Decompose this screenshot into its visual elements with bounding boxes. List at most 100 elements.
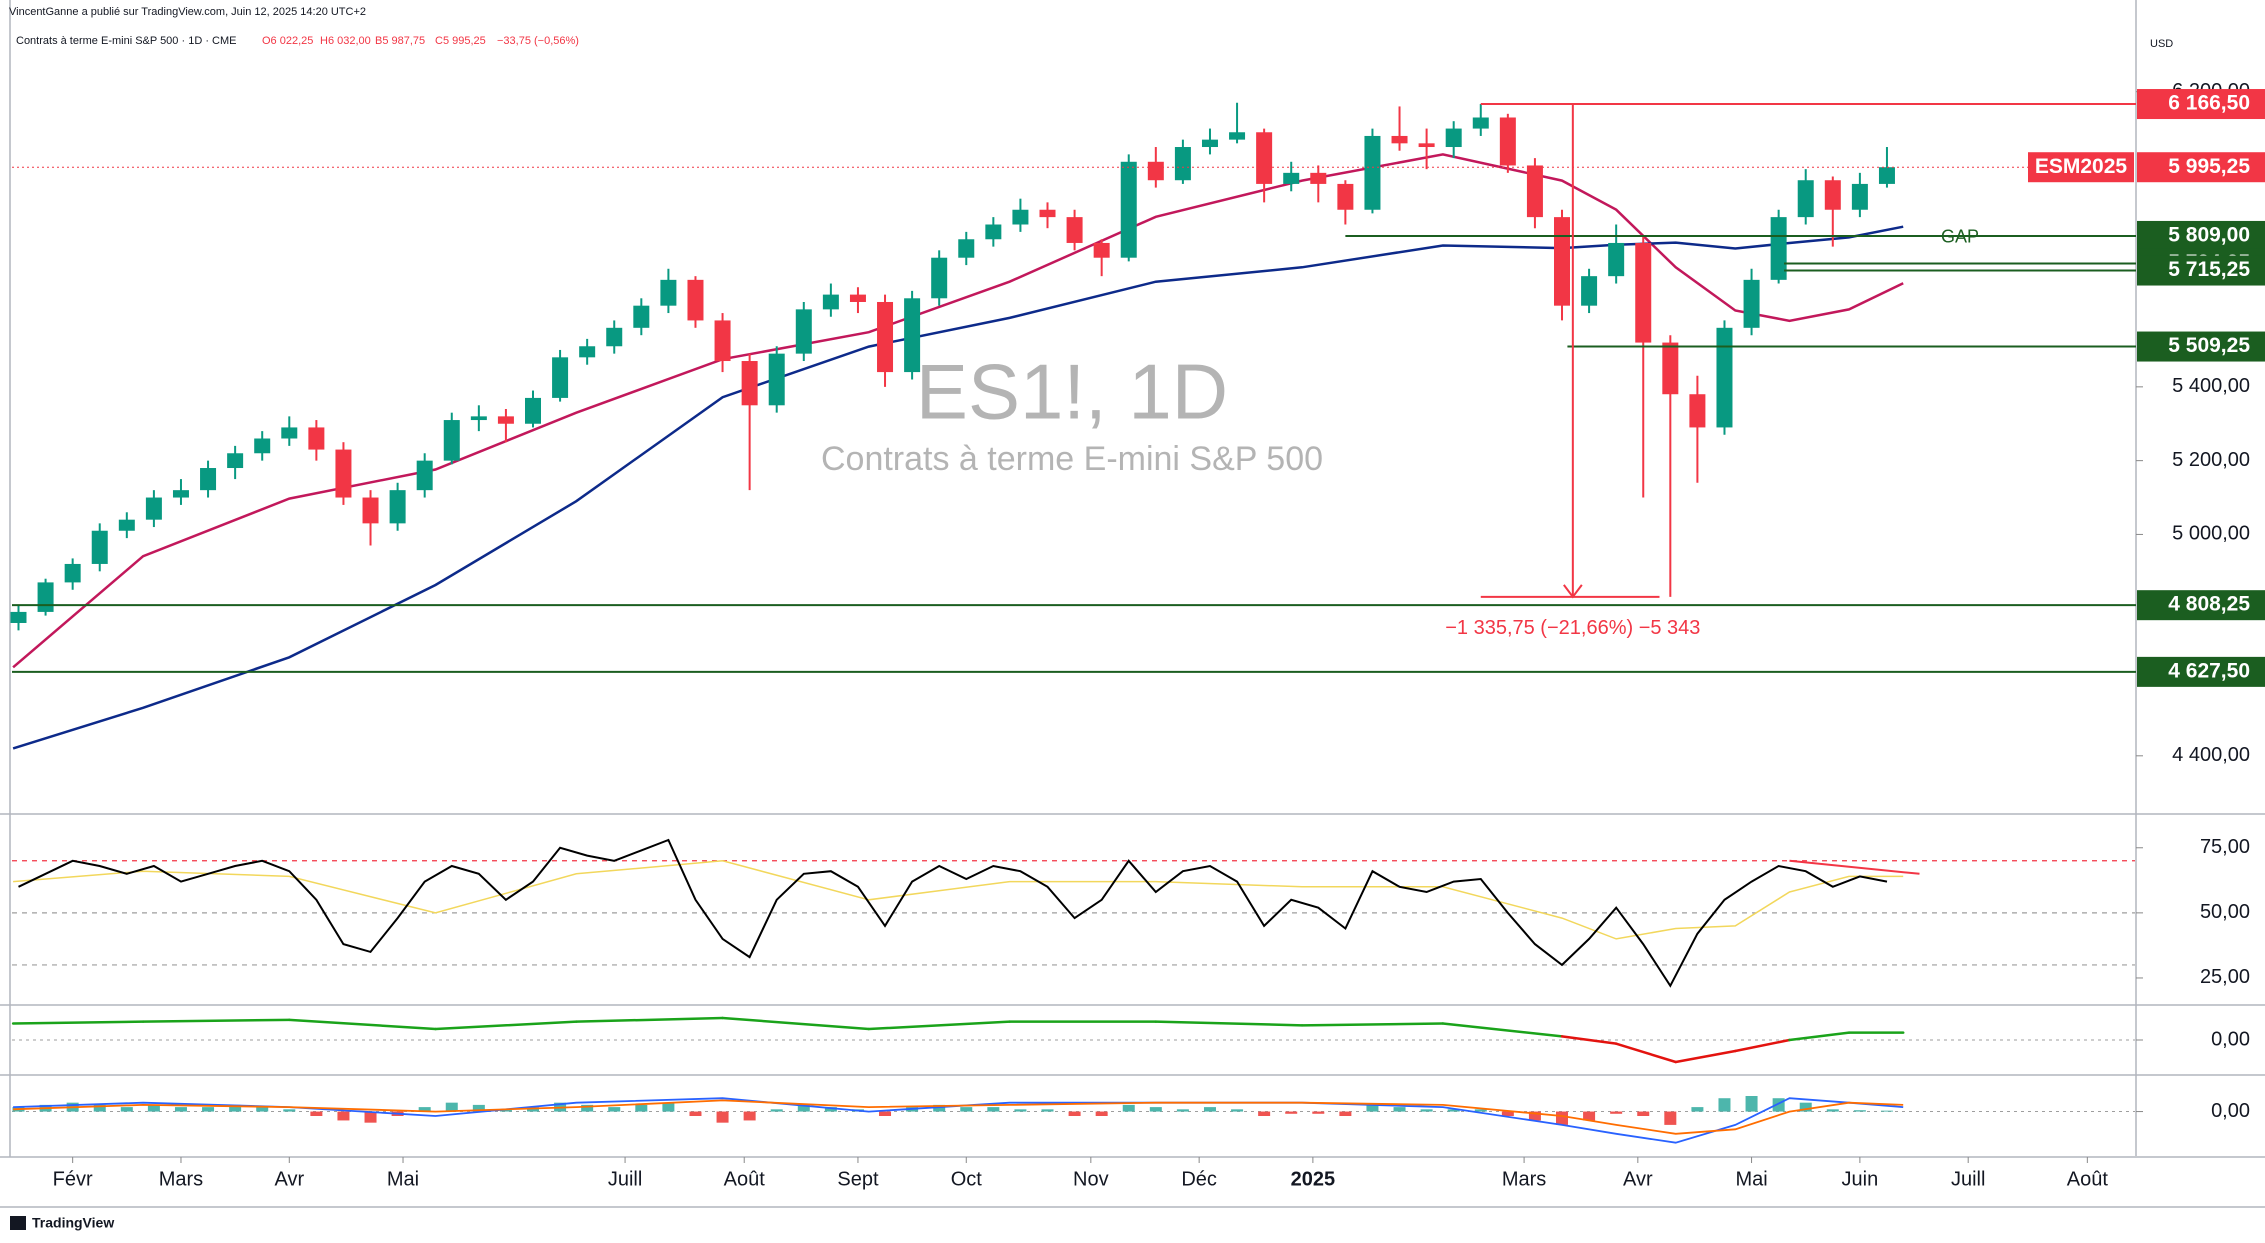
oscillator-segment [1674,1049,1737,1064]
candle-body [1526,165,1543,218]
candle-body [416,460,433,491]
candle-body [227,453,244,469]
x-tick-label: Nov [1073,1168,1109,1190]
candle-body [118,519,135,531]
candle-body [904,298,921,373]
candle-body [552,357,569,398]
histogram-bar [1420,1109,1433,1112]
candle-body [741,361,758,406]
price-label: 5 809,00 [2168,223,2250,246]
histogram-bar [1853,1110,1866,1112]
rsi-line [18,838,1888,988]
histogram-bar [418,1107,431,1112]
histogram-bar [689,1111,702,1116]
candle-body [1229,132,1246,140]
rsi-signal [13,860,1904,940]
candle-body [10,611,27,623]
oscillator-segment [141,1018,291,1023]
histogram-bar [1799,1102,1812,1112]
candle-body [1310,172,1327,184]
oscillator-segment [721,1016,871,1031]
candle-body [1066,217,1083,243]
histogram-bar [662,1102,675,1112]
x-tick-label: Févr [53,1168,93,1190]
histogram-bar [1528,1111,1541,1121]
candle-body [1851,183,1868,210]
candle-body [64,563,81,583]
y-tick-label: 0,00 [2211,1100,2250,1122]
histogram-bar [1880,1110,1893,1112]
rsi-divergence [1789,859,1920,875]
price-label-box [2137,152,2265,183]
candle-body [1499,117,1516,166]
histogram-bar [1447,1109,1460,1112]
histogram-bar [824,1107,837,1112]
histogram-bar [1583,1111,1596,1121]
candle-body [1797,180,1814,218]
candle-body [687,279,704,321]
oscillator-segment [1560,1035,1618,1045]
candle-body [1608,242,1625,277]
candle-body [795,309,812,354]
candle-body [849,294,866,302]
signal-line [13,1099,1904,1135]
y-tick-label: 25,00 [2200,966,2250,988]
candle-body [1662,342,1679,395]
header: VincentGanne a publié sur TradingView.co… [9,6,366,18]
symbol-label: ESM2025 [2035,155,2128,178]
candle-body [1147,161,1164,181]
oscillator-segment [11,1020,145,1025]
watermark: ES1!, 1D [916,348,1228,436]
histogram-bar [770,1109,783,1112]
histogram-bar [1745,1096,1758,1112]
x-tick-label: Juill [608,1168,642,1190]
candle-body [1174,147,1191,181]
histogram-bar [1556,1111,1569,1125]
candle-body [37,582,54,612]
histogram-bar [202,1107,215,1112]
ohlc-legend: B5 987,75 [375,35,425,47]
watermark-subtitle: Contrats à terme E-mini S&P 500 [821,440,1323,478]
price-label: 4 627,50 [2168,659,2250,682]
histogram-bar [499,1109,512,1112]
oscillator-segment [288,1018,437,1031]
histogram-bar [987,1107,1000,1112]
ohlc-legend: C5 995,25 [435,35,486,47]
histogram-bar [1501,1111,1514,1116]
candle-body [579,346,596,358]
histogram-bar [445,1102,458,1112]
x-tick-label: Mai [387,1168,419,1190]
candle-body [768,353,785,406]
candle-body [1581,276,1598,306]
x-tick-label: Oct [951,1168,983,1190]
oscillator-segment [1154,1020,1304,1027]
histogram-bar [93,1104,106,1112]
candle-body [660,279,677,306]
histogram-bar [608,1107,621,1112]
price-label: 4 808,25 [2168,593,2250,616]
candle-body [1770,217,1787,280]
histogram-bar [635,1104,648,1112]
price-label-box [2137,590,2265,621]
x-tick-label: Mars [1502,1168,1546,1190]
candle-body [172,490,189,498]
oscillator-segment [434,1020,578,1031]
candle-body [1878,167,1895,184]
x-tick-label: Août [2067,1168,2109,1190]
x-tick-label: Juill [1951,1168,1985,1190]
histogram-bar [1826,1109,1839,1112]
candle-body [497,416,514,424]
candle-body [931,257,948,299]
candle-body [91,530,108,564]
x-tick-label: Avr [274,1168,304,1190]
candle-body [1554,217,1571,306]
candle-body [1012,209,1029,225]
histogram-bar [1014,1109,1027,1112]
histogram-bar [120,1107,133,1112]
gap-label: GAP [1941,226,1979,246]
price-label: 5 509,25 [2168,334,2250,357]
histogram-bar [310,1111,323,1116]
x-tick-label: 2025 [1291,1168,1336,1190]
candle-body [606,327,623,347]
measure-label: −1 335,75 (−21,66%) −5 343 [1445,617,1700,639]
